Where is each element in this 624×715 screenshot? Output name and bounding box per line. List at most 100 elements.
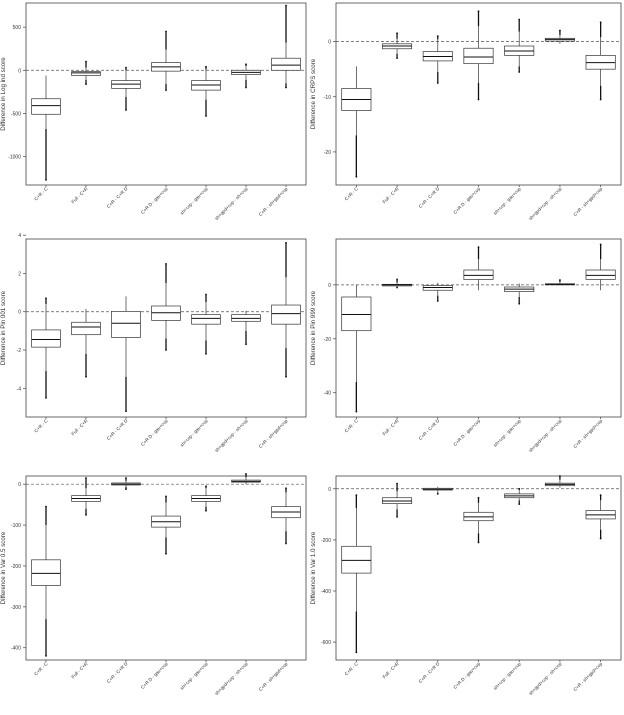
panel-2: 0 -10 -20 Difference in CRPS score C+R - C Fu… bbox=[310, 2, 622, 221]
y-tick-label: -400 bbox=[11, 646, 21, 652]
outlier-point bbox=[436, 35, 439, 37]
box-6 bbox=[544, 279, 575, 286]
y-tick-label: -40 bbox=[324, 391, 331, 397]
outlier-point bbox=[45, 505, 47, 508]
x-tick-label: sh+gpd+cop - sh+cop bbox=[214, 661, 249, 696]
panel-1: 500 0 -500 -1000 Difference in Log ind score… bbox=[0, 2, 307, 221]
iqr-box bbox=[71, 71, 101, 76]
y-tick-label: -20 bbox=[324, 337, 331, 343]
box-1 bbox=[341, 494, 372, 654]
outlier-point bbox=[518, 302, 521, 305]
box-3 bbox=[422, 35, 453, 84]
box-7 bbox=[271, 241, 301, 378]
box-6 bbox=[544, 29, 575, 44]
box-2 bbox=[382, 278, 413, 289]
outlier-point bbox=[45, 178, 47, 181]
outlier-point bbox=[559, 29, 561, 32]
x-tick-label: sh+gpd+cop - sh+cop bbox=[528, 661, 563, 696]
y-tick-label: -300 bbox=[11, 605, 21, 611]
outlier-point bbox=[396, 278, 398, 281]
iqr-box bbox=[463, 269, 494, 280]
box-2 bbox=[71, 477, 101, 516]
x-tick-label: sh+cop - gau+cop bbox=[492, 186, 522, 216]
x-tick-label: sh+gpd+cop - sh+cop bbox=[214, 186, 249, 221]
outlier-point bbox=[125, 410, 127, 413]
outlier-point bbox=[355, 494, 358, 497]
x-tick-label: C+R - sh+gpd+cop bbox=[258, 661, 289, 692]
x-tick-label: C+R - sh+gpd+cop bbox=[258, 418, 289, 449]
outlier-point bbox=[205, 293, 207, 296]
x-tick-label: C+R - C+R D bbox=[418, 186, 441, 209]
outlier-point bbox=[165, 495, 167, 498]
y-tick-label: 0 bbox=[18, 68, 21, 74]
x-tick-label: Full - C+R bbox=[382, 418, 401, 437]
outlier-point bbox=[165, 262, 167, 265]
box-4 bbox=[151, 30, 181, 92]
outlier-point bbox=[245, 63, 247, 66]
y-tick-label: 0 bbox=[328, 487, 331, 493]
plot-frame bbox=[25, 2, 307, 186]
outlier-point bbox=[477, 496, 480, 499]
box-2 bbox=[382, 482, 413, 518]
box-7 bbox=[585, 21, 616, 101]
outlier-point bbox=[85, 477, 87, 479]
outlier-point bbox=[477, 10, 480, 13]
outlier-point bbox=[205, 352, 207, 355]
box-1 bbox=[31, 75, 61, 181]
y-axis-label: Difference in CRPS score bbox=[310, 58, 317, 129]
x-tick-label: C+R D - gau+cop bbox=[452, 418, 481, 447]
box-1 bbox=[341, 66, 372, 178]
y-axis-label: Difference in Var 0.5 score bbox=[0, 531, 7, 604]
outlier-point bbox=[599, 21, 602, 24]
x-tick-label: sh+cop - gau+cop bbox=[179, 661, 209, 691]
box-4 bbox=[151, 495, 181, 555]
box-7 bbox=[585, 243, 616, 291]
box-2 bbox=[71, 60, 101, 85]
iqr-box bbox=[31, 98, 61, 115]
iqr-box bbox=[71, 321, 101, 336]
outlier-point bbox=[518, 71, 521, 73]
x-tick-label: C+R - C bbox=[33, 661, 49, 677]
x-tick-label: C+R D - gau+cop bbox=[140, 418, 169, 447]
outlier-point bbox=[285, 542, 287, 545]
outlier-point bbox=[599, 494, 602, 497]
outlier-point bbox=[205, 509, 207, 512]
outlier-point bbox=[165, 552, 167, 555]
box-7 bbox=[585, 494, 616, 540]
x-tick-label: sh+gpd+cop - sh+cop bbox=[528, 418, 563, 453]
outlier-point bbox=[599, 98, 602, 101]
outlier-point bbox=[165, 349, 167, 351]
y-tick-label: -4 bbox=[17, 386, 22, 392]
x-tick-label: C+R - sh+gpd+cop bbox=[572, 661, 603, 692]
iqr-box bbox=[271, 304, 301, 325]
outlier-point bbox=[125, 488, 127, 490]
y-axis-label: Difference in Log ind score bbox=[0, 57, 7, 131]
outlier-point bbox=[85, 83, 87, 85]
box-4 bbox=[463, 246, 494, 291]
y-tick-label: 0 bbox=[328, 283, 331, 289]
panel-4: 0 -20 -40 Difference in Pin 999 score C+R - … bbox=[310, 238, 622, 453]
y-tick-label: -2 bbox=[17, 348, 22, 354]
outlier-point bbox=[436, 492, 439, 495]
x-tick-label: sh+gpd+cop - sh+cop bbox=[214, 418, 249, 453]
outlier-point bbox=[355, 175, 358, 178]
x-tick-label: C+R - sh+gpd+cop bbox=[572, 418, 603, 449]
box-2 bbox=[382, 32, 413, 60]
box-1 bbox=[341, 284, 372, 413]
box-5 bbox=[191, 485, 221, 512]
box-3 bbox=[111, 477, 141, 490]
x-tick-label: C+R - sh+gpd+cop bbox=[258, 186, 289, 217]
outlier-point bbox=[245, 473, 247, 475]
y-tick-label: 0 bbox=[18, 482, 21, 488]
x-tick-label: C+R - C+R D bbox=[106, 418, 129, 441]
y-tick-label: -200 bbox=[321, 538, 331, 544]
outlier-point bbox=[245, 86, 247, 89]
outlier-point bbox=[396, 515, 398, 518]
x-tick-label: C+R D - gau+cop bbox=[452, 661, 481, 690]
x-tick-label: C+R - C bbox=[344, 418, 360, 434]
x-tick-label: sh+cop - gau+cop bbox=[179, 418, 209, 448]
outlier-point bbox=[125, 66, 127, 69]
box-5 bbox=[504, 283, 535, 305]
outlier-point bbox=[396, 57, 398, 60]
